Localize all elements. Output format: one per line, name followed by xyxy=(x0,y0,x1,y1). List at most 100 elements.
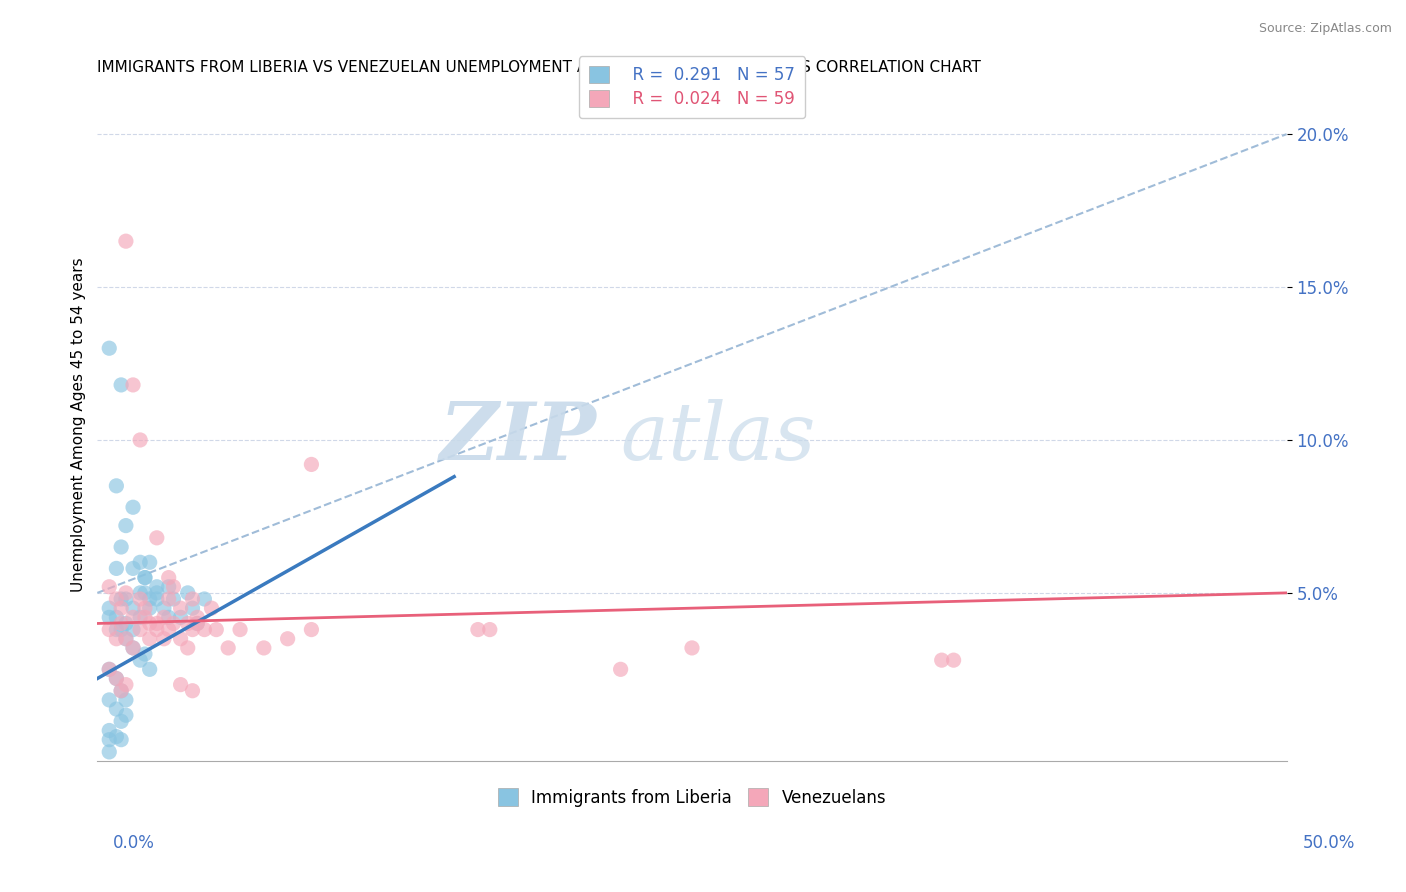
Point xyxy=(146,616,169,631)
Point xyxy=(105,592,128,607)
Point xyxy=(98,745,121,759)
Point xyxy=(122,561,145,575)
Text: 0.0%: 0.0% xyxy=(112,834,155,852)
Point xyxy=(138,662,160,676)
Point xyxy=(110,714,132,729)
Point xyxy=(98,610,121,624)
Point xyxy=(122,610,145,624)
Point xyxy=(110,616,132,631)
Point xyxy=(105,479,128,493)
Point xyxy=(105,730,128,744)
Point xyxy=(478,623,501,637)
Point xyxy=(115,234,138,248)
Point xyxy=(129,623,152,637)
Point xyxy=(277,632,299,646)
Text: Source: ZipAtlas.com: Source: ZipAtlas.com xyxy=(1258,22,1392,36)
Point xyxy=(122,500,145,515)
Point xyxy=(98,662,121,676)
Point xyxy=(217,640,239,655)
Point xyxy=(146,592,169,607)
Point xyxy=(186,616,208,631)
Point xyxy=(115,616,138,631)
Point xyxy=(186,616,208,631)
Point xyxy=(177,586,200,600)
Point xyxy=(169,678,191,692)
Text: IMMIGRANTS FROM LIBERIA VS VENEZUELAN UNEMPLOYMENT AMONG AGES 45 TO 54 YEARS COR: IMMIGRANTS FROM LIBERIA VS VENEZUELAN UN… xyxy=(97,60,981,75)
Point xyxy=(138,592,160,607)
Point xyxy=(122,378,145,392)
Point xyxy=(138,616,160,631)
Point xyxy=(110,732,132,747)
Point xyxy=(98,341,121,355)
Text: ZIP: ZIP xyxy=(440,400,596,477)
Point xyxy=(162,616,184,631)
Point xyxy=(138,632,160,646)
Point xyxy=(122,640,145,655)
Point xyxy=(200,601,222,615)
Point xyxy=(205,623,228,637)
Point xyxy=(98,693,121,707)
Point xyxy=(177,616,200,631)
Point xyxy=(134,601,156,615)
Point xyxy=(467,623,489,637)
Point xyxy=(105,702,128,716)
Point xyxy=(299,458,322,472)
Point xyxy=(105,672,128,686)
Point xyxy=(162,592,184,607)
Point xyxy=(181,623,204,637)
Text: 50.0%: 50.0% xyxy=(1302,834,1355,852)
Point xyxy=(98,723,121,738)
Point xyxy=(115,586,138,600)
Point xyxy=(134,586,156,600)
Point xyxy=(122,640,145,655)
Point xyxy=(98,623,121,637)
Point xyxy=(931,653,953,667)
Point xyxy=(193,623,215,637)
Point xyxy=(115,632,138,646)
Point xyxy=(229,623,252,637)
Point xyxy=(105,672,128,686)
Point xyxy=(98,580,121,594)
Point xyxy=(181,601,204,615)
Point xyxy=(129,592,152,607)
Point xyxy=(146,623,169,637)
Point xyxy=(177,640,200,655)
Point xyxy=(129,653,152,667)
Point xyxy=(115,632,138,646)
Point xyxy=(169,632,191,646)
Point xyxy=(115,592,138,607)
Point xyxy=(110,623,132,637)
Point xyxy=(181,683,204,698)
Text: atlas: atlas xyxy=(620,400,815,477)
Point xyxy=(115,708,138,723)
Point xyxy=(162,580,184,594)
Point xyxy=(110,601,132,615)
Point xyxy=(681,640,703,655)
Point xyxy=(129,433,152,447)
Point xyxy=(110,378,132,392)
Point xyxy=(105,610,128,624)
Point xyxy=(105,623,128,637)
Point xyxy=(105,561,128,575)
Point xyxy=(169,601,191,615)
Point xyxy=(110,683,132,698)
Point xyxy=(129,610,152,624)
Point xyxy=(157,610,180,624)
Point xyxy=(115,518,138,533)
Point xyxy=(169,610,191,624)
Point xyxy=(134,647,156,661)
Point xyxy=(129,555,152,569)
Point xyxy=(98,732,121,747)
Point xyxy=(153,610,176,624)
Point xyxy=(98,601,121,615)
Point xyxy=(146,531,169,545)
Point xyxy=(253,640,276,655)
Y-axis label: Unemployment Among Ages 45 to 54 years: Unemployment Among Ages 45 to 54 years xyxy=(72,258,86,592)
Point xyxy=(138,555,160,569)
Point xyxy=(115,678,138,692)
Point xyxy=(122,601,145,615)
Point xyxy=(110,683,132,698)
Point xyxy=(609,662,631,676)
Point xyxy=(157,623,180,637)
Point xyxy=(122,623,145,637)
